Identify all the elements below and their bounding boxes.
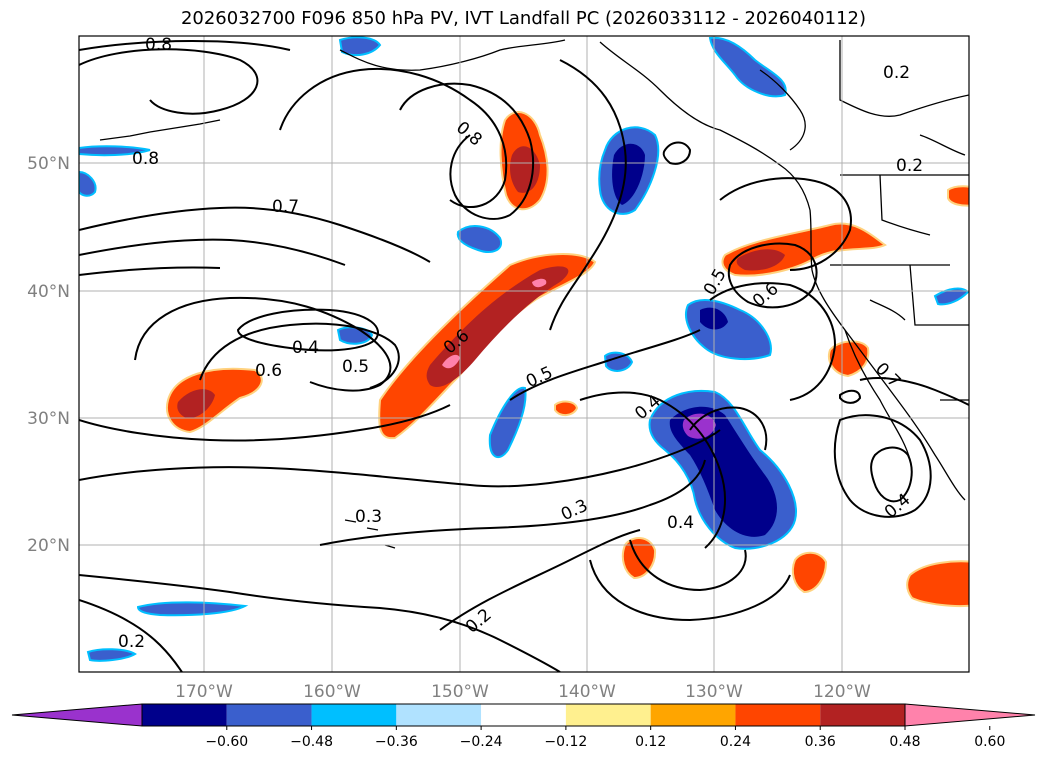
gridlines <box>79 36 969 672</box>
colorbar-segment <box>565 704 651 726</box>
positive-core <box>426 266 569 388</box>
colorbar-tick-label: −0.12 <box>544 734 587 750</box>
colorbar-tick-label: 0.36 <box>805 734 836 750</box>
positive-blob <box>906 560 969 608</box>
map-title: 2026032700 F096 850 hPa PV, IVT Landfall… <box>180 8 867 29</box>
negative-core <box>669 406 778 537</box>
lon-label: 130°W <box>685 682 743 702</box>
colorbar-tick-label: −0.36 <box>375 734 418 750</box>
colorbar-tick-label: −0.60 <box>205 734 248 750</box>
latitude-labels: 50°N 40°N 30°N 20°N <box>27 154 70 556</box>
lat-label: 50°N <box>27 154 70 174</box>
colorbar-segment <box>820 704 905 726</box>
contour-label: 0.3 <box>355 507 382 527</box>
colorbar-segment <box>226 704 312 726</box>
lon-label: 140°W <box>558 682 616 702</box>
shaded-anomalies <box>79 36 969 662</box>
negative-blob <box>708 36 787 98</box>
colorbar: −0.60 −0.48 −0.36 −0.24 −0.12 0.12 0.24 0.36 0.4… <box>11 703 1036 750</box>
lat-label: 40°N <box>27 282 70 302</box>
contour-label: 0.2 <box>118 632 145 652</box>
positive-blob <box>554 400 579 416</box>
positive-peak <box>442 354 460 369</box>
lon-label: 160°W <box>303 682 361 702</box>
colorbar-tick-label: 0.60 <box>974 734 1005 750</box>
negative-blob <box>933 287 969 306</box>
negative-blob <box>603 351 634 372</box>
contour-label: 0.5 <box>342 357 369 377</box>
positive-core <box>177 389 215 419</box>
colorbar-segment <box>481 704 566 726</box>
colorbar-tick-label: 0.48 <box>889 734 920 750</box>
contour-label: 0.2 <box>883 63 910 83</box>
contour-label: 0.4 <box>292 338 319 358</box>
lon-label: 170°W <box>175 682 233 702</box>
contour-label: 0.7 <box>272 197 299 217</box>
positive-peak <box>532 278 547 288</box>
negative-blob <box>79 170 97 197</box>
colorbar-tick-label: −0.24 <box>460 734 503 750</box>
colorbar-segment <box>142 704 227 726</box>
contour-label: 0.8 <box>132 149 159 169</box>
colorbar-tick-label: 0.12 <box>635 734 666 750</box>
negative-blob <box>86 648 137 662</box>
lat-label: 20°N <box>27 536 70 556</box>
colorbar-segment <box>650 704 736 726</box>
colorbar-tick-label: 0.24 <box>720 734 751 750</box>
colorbar-segment <box>396 704 482 726</box>
colorbar-segment <box>311 704 397 726</box>
positive-blob <box>378 253 597 440</box>
contour-label: 0.2 <box>896 156 923 176</box>
negative-peak <box>682 413 716 439</box>
lon-label: 150°W <box>431 682 489 702</box>
positive-blob <box>791 551 828 594</box>
colorbar-segment <box>735 704 821 726</box>
lon-label: 120°W <box>813 682 871 702</box>
contour-label: 0.8 <box>145 35 172 55</box>
negative-blob <box>456 225 503 253</box>
colorbar-extend-low <box>11 703 143 727</box>
positive-core <box>736 249 785 271</box>
positive-blob <box>947 185 969 207</box>
colorbar-extend-high <box>904 703 1036 727</box>
map-border <box>78 35 970 673</box>
contour-label: 0.6 <box>255 361 282 381</box>
negative-blob <box>136 601 249 617</box>
negative-blob <box>488 386 527 459</box>
negative-blob <box>79 145 151 157</box>
contour-label: 0.4 <box>667 513 694 533</box>
coastlines <box>99 39 969 549</box>
colorbar-outline <box>141 703 906 727</box>
longitude-labels: 170°W 160°W 150°W 140°W 130°W 120°W <box>175 682 871 702</box>
contour-lines <box>79 40 969 672</box>
negative-core <box>612 143 645 205</box>
lat-label: 30°N <box>27 409 70 429</box>
colorbar-tick-label: −0.48 <box>290 734 333 750</box>
